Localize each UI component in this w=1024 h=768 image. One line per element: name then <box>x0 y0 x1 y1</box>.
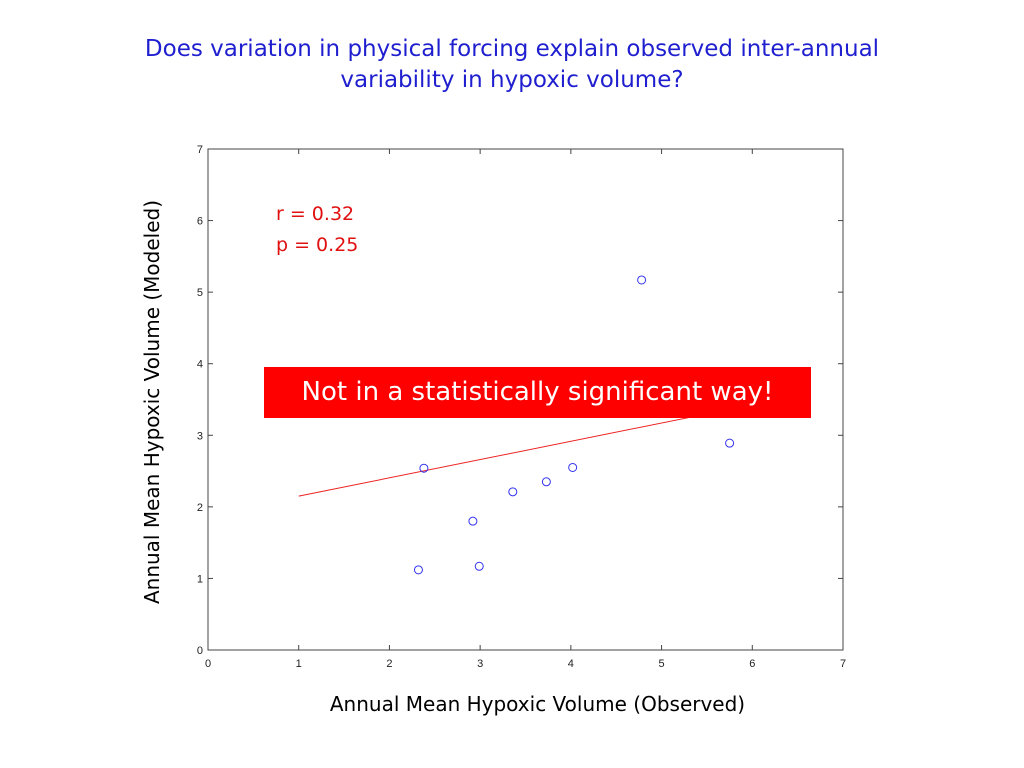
y-tick-label-5: 5 <box>197 287 203 299</box>
y-tick-label-2: 2 <box>197 502 203 514</box>
title-line-2: variability in hypoxic volume? <box>340 67 684 93</box>
significance-callout: Not in a statistically significant way! <box>264 367 811 418</box>
data-point-8 <box>725 438 735 448</box>
data-point-5 <box>541 477 551 487</box>
x-tick-label-3: 3 <box>477 658 483 670</box>
y-tick-label-0: 0 <box>197 645 203 657</box>
data-point-7 <box>637 275 647 285</box>
data-points <box>413 275 735 575</box>
data-point-1 <box>419 463 429 473</box>
y-tick-label-3: 3 <box>197 430 203 442</box>
y-tick-label-7: 7 <box>197 144 203 156</box>
title-line-1: Does variation in physical forcing expla… <box>144 36 880 62</box>
p-value: p = 0.25 <box>276 234 359 256</box>
x-tick-labels: 0 1 2 3 4 5 6 7 <box>205 658 846 670</box>
y-tick-labels: 0 1 2 3 4 5 6 7 <box>197 144 203 657</box>
slide-title: Does variation in physical forcing expla… <box>112 34 912 96</box>
x-tick-label-2: 2 <box>386 658 392 670</box>
x-tick-label-5: 5 <box>659 658 665 670</box>
y-tick-label-6: 6 <box>197 216 203 228</box>
r-value: r = 0.32 <box>276 203 355 225</box>
x-tick-label-7: 7 <box>840 658 846 670</box>
x-tick-label-6: 6 <box>749 658 755 670</box>
data-point-3 <box>474 561 484 571</box>
y-tick-label-1: 1 <box>197 573 203 585</box>
data-point-2 <box>468 516 478 526</box>
correlation-stats: r = 0.32 p = 0.25 <box>276 199 358 261</box>
data-point-6 <box>568 462 578 472</box>
x-tick-label-1: 1 <box>296 658 302 670</box>
y-tick-label-4: 4 <box>197 359 203 371</box>
x-axis-label: Annual Mean Hypoxic Volume (Observed) <box>329 692 746 716</box>
data-point-0 <box>413 565 423 575</box>
x-tick-label-0: 0 <box>205 658 211 670</box>
plot-frame <box>207 148 844 651</box>
data-point-4 <box>508 487 518 497</box>
x-tick-label-4: 4 <box>568 658 574 670</box>
